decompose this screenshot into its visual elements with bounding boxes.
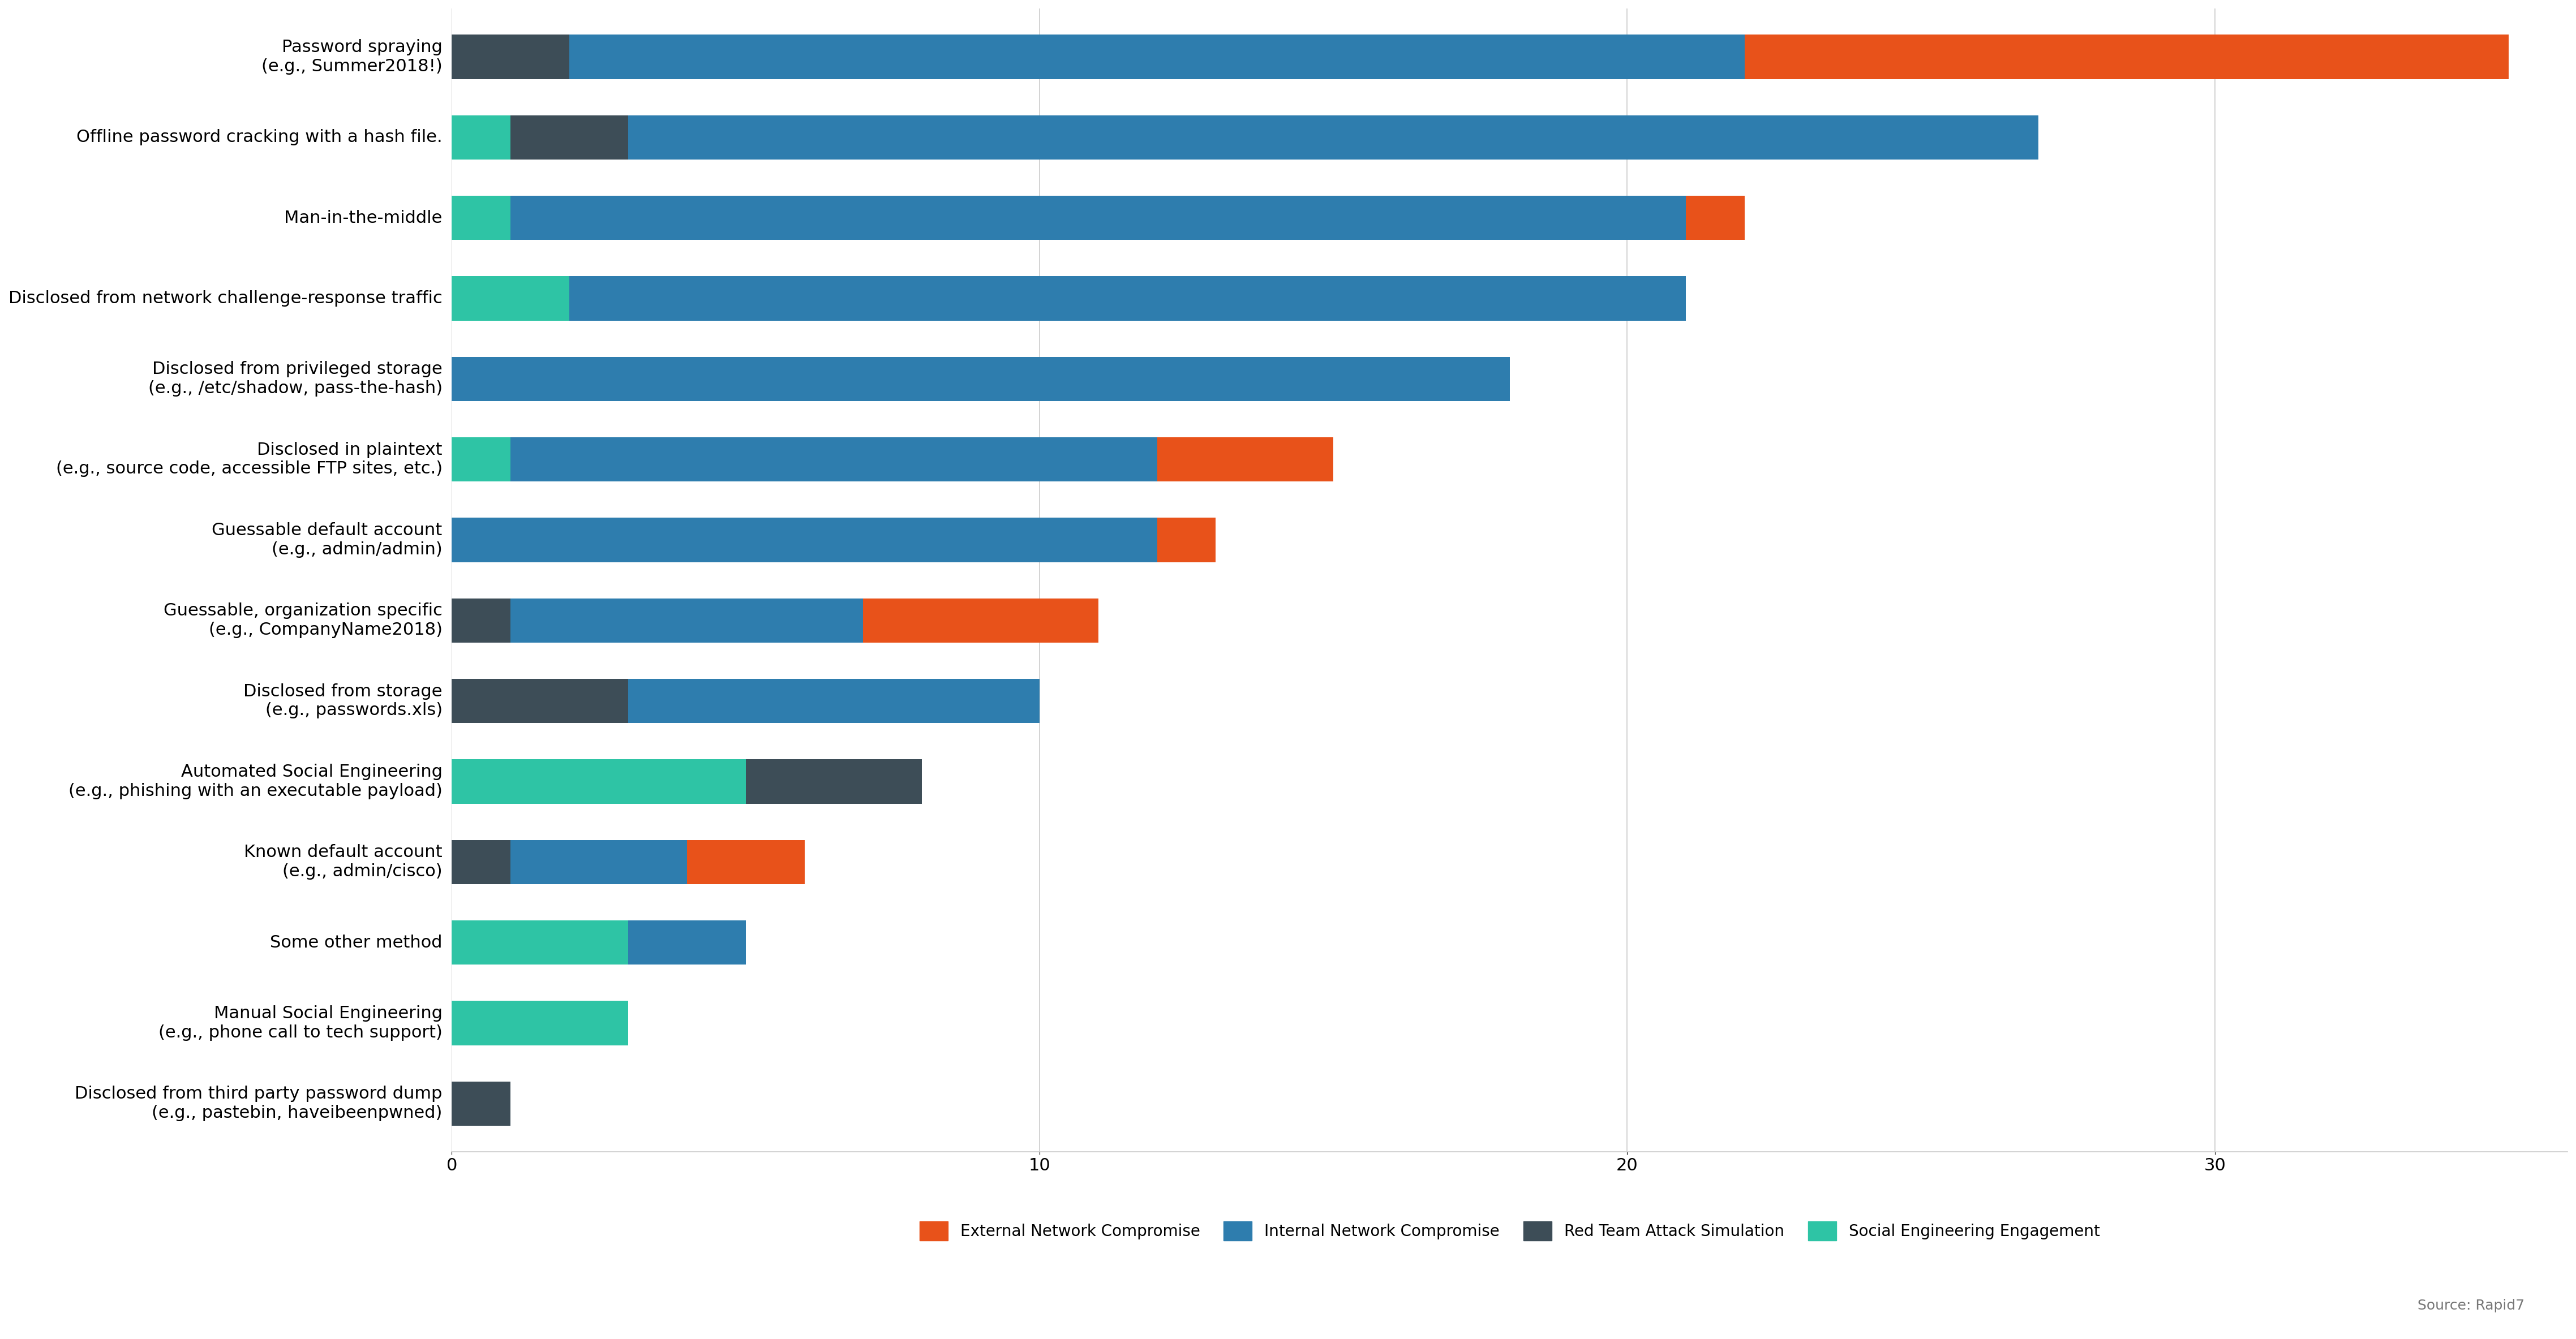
Bar	[451, 759, 744, 803]
Bar	[1157, 518, 1216, 562]
Bar	[451, 599, 510, 643]
Bar	[510, 115, 629, 159]
Bar	[1744, 35, 2509, 79]
Bar	[1157, 438, 1334, 482]
Bar	[629, 115, 2038, 159]
Bar	[451, 840, 510, 884]
Bar	[510, 599, 863, 643]
Bar	[451, 438, 510, 482]
Bar	[744, 759, 922, 803]
Bar	[451, 1082, 510, 1126]
Bar	[451, 679, 629, 723]
Bar	[569, 276, 1685, 320]
Bar	[688, 840, 804, 884]
Bar	[510, 195, 1685, 240]
Legend: External Network Compromise, Internal Network Compromise, Red Team Attack Simula: External Network Compromise, Internal Ne…	[912, 1216, 2107, 1247]
Bar	[629, 920, 744, 964]
Bar	[569, 35, 1744, 79]
Bar	[1685, 195, 1744, 240]
Bar	[629, 679, 1041, 723]
Bar	[863, 599, 1097, 643]
Bar	[451, 35, 569, 79]
Text: Source: Rapid7: Source: Rapid7	[2416, 1299, 2524, 1312]
Bar	[451, 195, 510, 240]
Bar	[451, 920, 629, 964]
Bar	[451, 356, 1510, 400]
Bar	[451, 115, 510, 159]
Bar	[451, 1000, 629, 1046]
Bar	[451, 276, 569, 320]
Bar	[510, 438, 1157, 482]
Bar	[510, 840, 688, 884]
Bar	[451, 518, 1157, 562]
